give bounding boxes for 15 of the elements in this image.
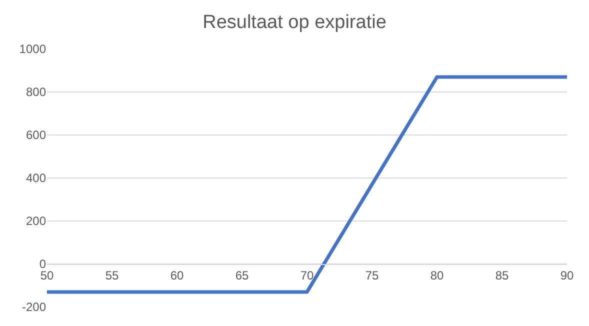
y-tick-label: 1000 bbox=[19, 42, 46, 56]
x-tick-label: 70 bbox=[300, 268, 314, 282]
x-tick-label: 80 bbox=[430, 268, 444, 282]
x-tick-label: 55 bbox=[105, 268, 119, 282]
chart-title: Resultaat op expiratie bbox=[202, 12, 386, 33]
x-tick-label: 75 bbox=[365, 268, 379, 282]
y-tick-label: 800 bbox=[26, 85, 46, 100]
x-tick-label: 85 bbox=[495, 268, 509, 282]
x-tick-label: 60 bbox=[170, 268, 184, 282]
y-tick-label: 400 bbox=[26, 171, 46, 186]
x-tick-label: 65 bbox=[235, 268, 249, 282]
y-tick-label: 600 bbox=[26, 128, 46, 142]
x-tick-label: 90 bbox=[560, 268, 574, 282]
y-tick-label: -200 bbox=[22, 300, 46, 314]
y-tick-label: 200 bbox=[26, 214, 46, 228]
